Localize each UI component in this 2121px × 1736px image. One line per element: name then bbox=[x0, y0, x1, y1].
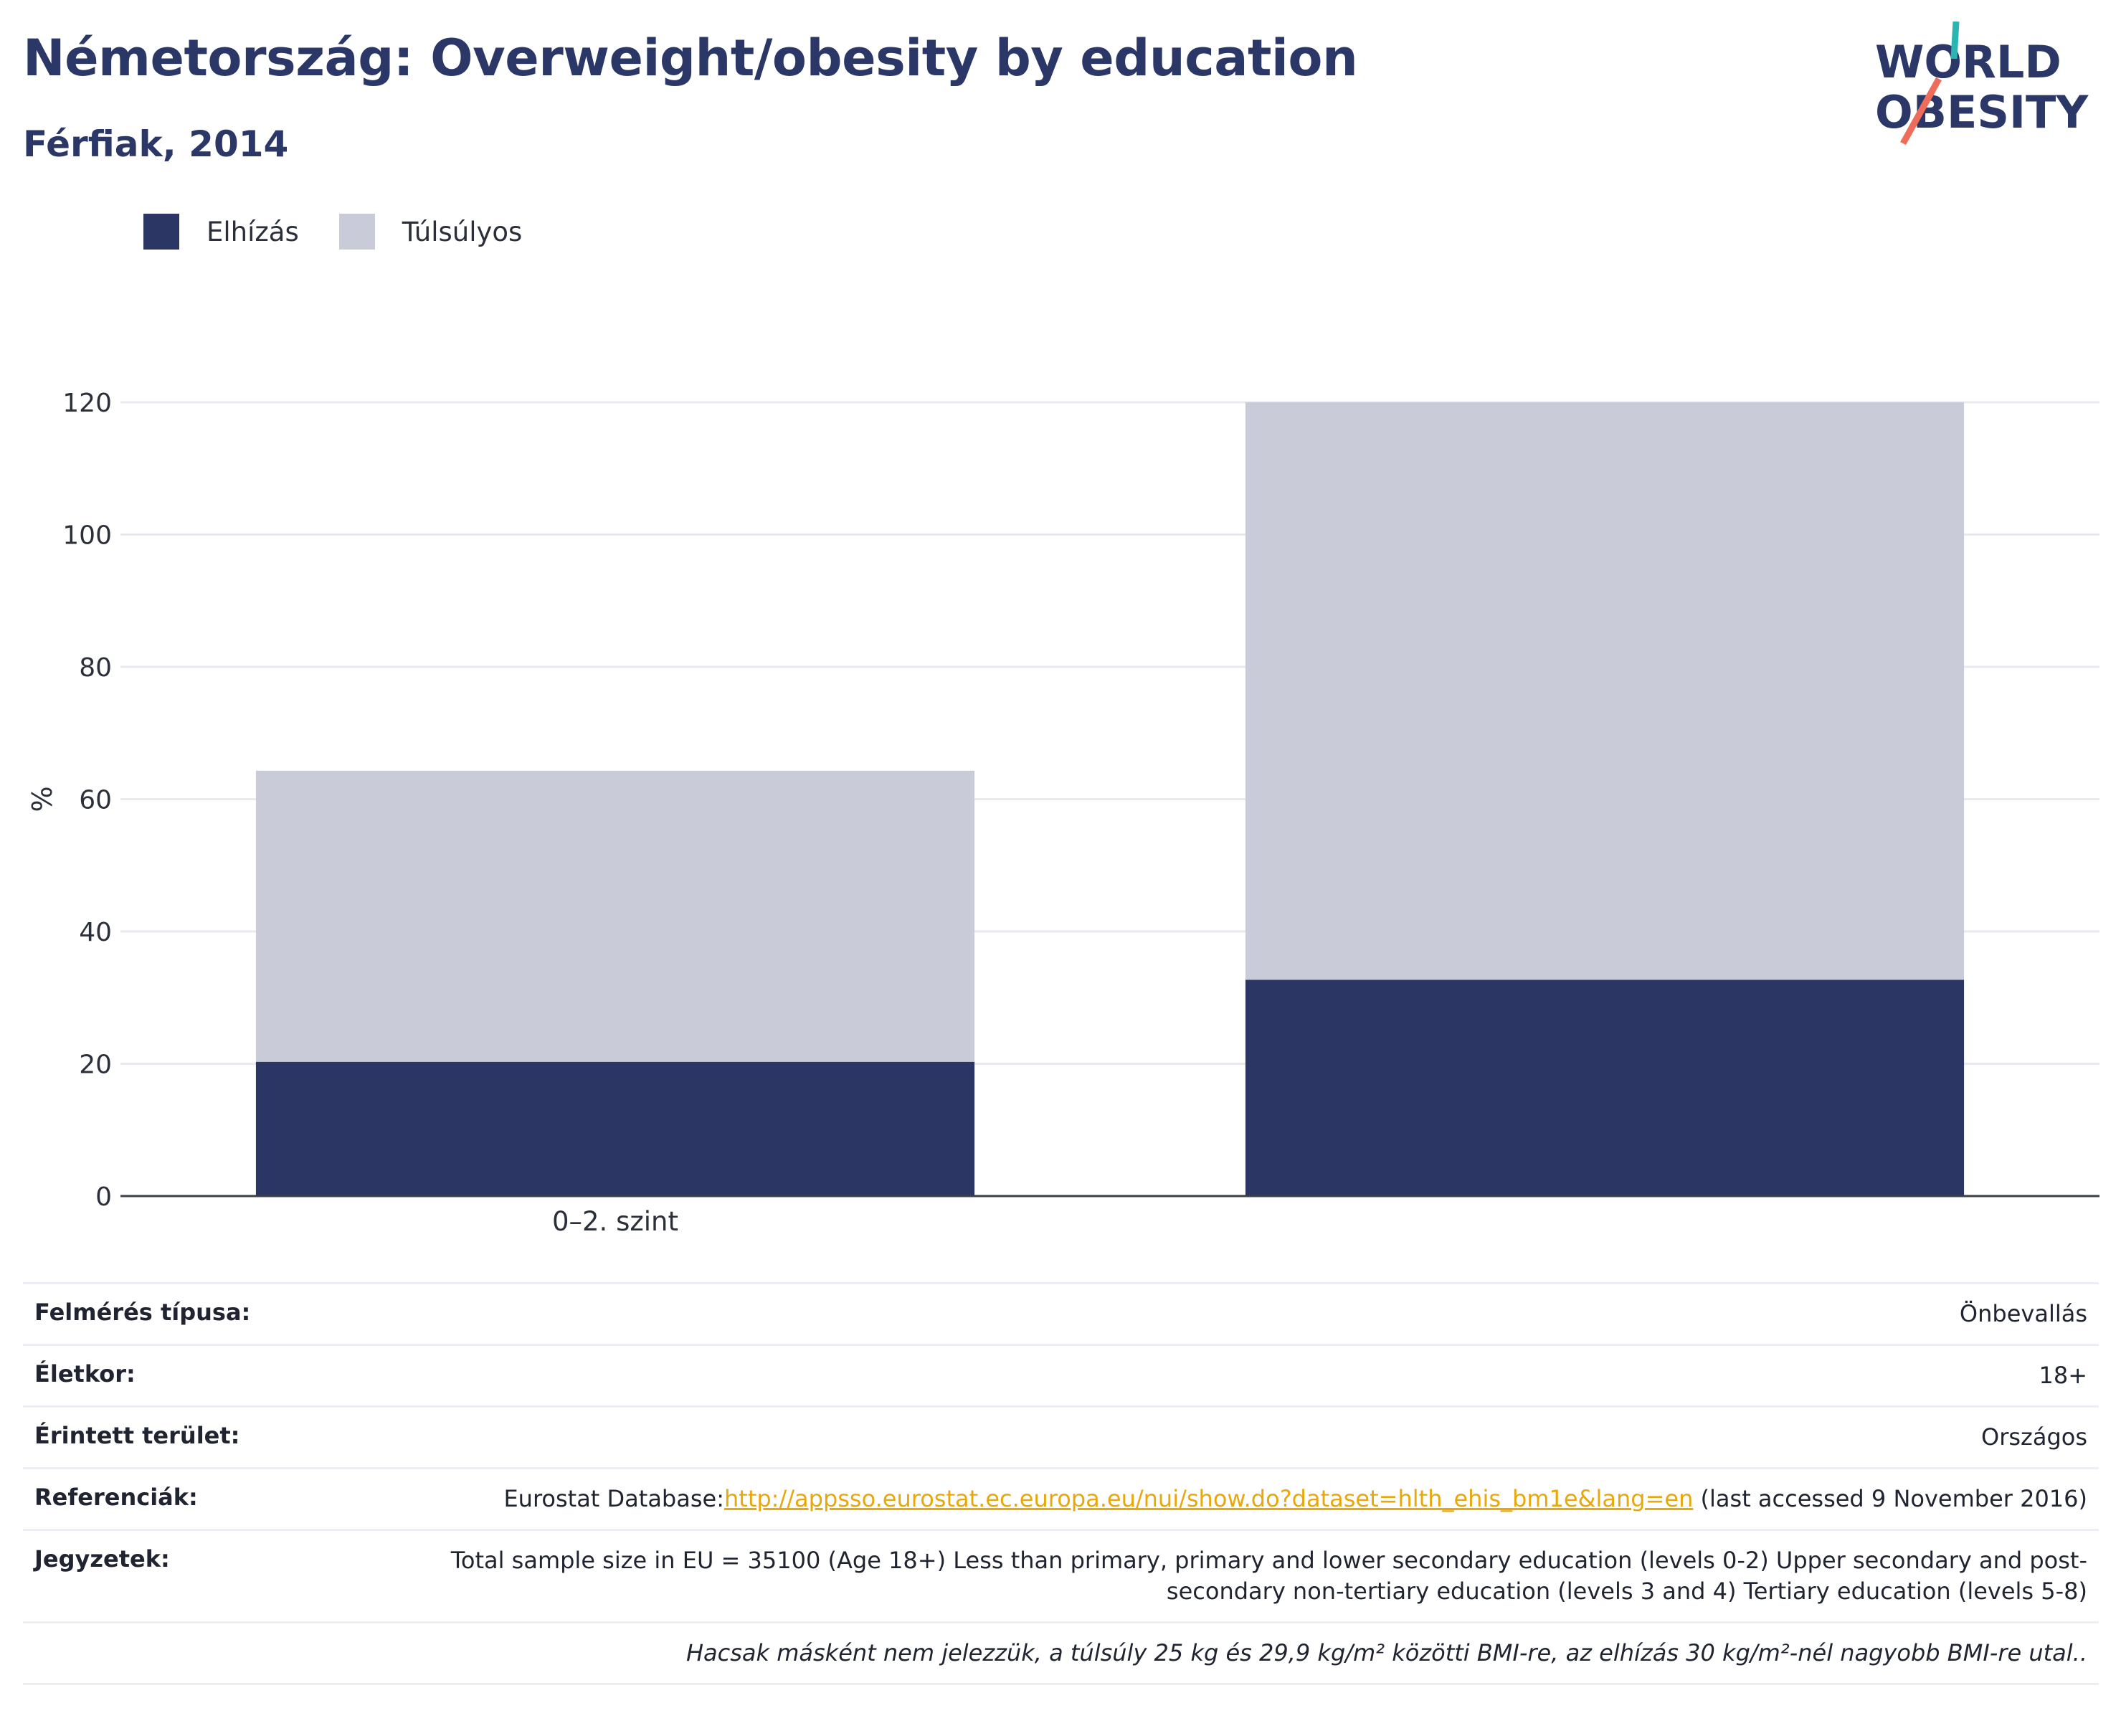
y-axis-label: % bbox=[27, 786, 58, 812]
legend-label-elhizas: Elhízás bbox=[207, 216, 299, 247]
meta-row-notes: Jegyzetek: Total sample size in EU = 351… bbox=[23, 1530, 2099, 1623]
logo-slash-teal bbox=[1950, 21, 1960, 60]
y-tick-label-100: 100 bbox=[62, 521, 112, 551]
legend-swatch-tulsulyos bbox=[338, 214, 375, 250]
legend: Elhízás Túlsúlyos bbox=[143, 214, 562, 250]
y-tick-label-60: 60 bbox=[79, 786, 112, 815]
y-tick-label-120: 120 bbox=[62, 389, 112, 418]
y-tick-label-80: 80 bbox=[79, 653, 112, 683]
y-tick-label-40: 40 bbox=[79, 918, 112, 947]
meta-row-survey: Felmérés típusa: Önbevallás bbox=[23, 1283, 2099, 1345]
notes-label: Jegyzetek: bbox=[34, 1545, 170, 1573]
references-label: Referenciák: bbox=[34, 1484, 198, 1511]
survey-type-label: Felmérés típusa: bbox=[34, 1299, 251, 1326]
footnote: Hacsak másként nem jelezzük, a túlsúly 2… bbox=[685, 1639, 2087, 1666]
age-label: Életkor: bbox=[34, 1360, 136, 1388]
footnote-spacer bbox=[23, 1623, 333, 1684]
bar-elhizas-1 bbox=[1245, 980, 1965, 1196]
chart-title: Németország: Overweight/obesity by educa… bbox=[23, 29, 1358, 87]
logo-line1: WORLD bbox=[1875, 36, 2061, 88]
bar-tulsulyos-1 bbox=[1245, 402, 1965, 980]
reference-prefix: Eurostat Database: bbox=[503, 1485, 724, 1512]
survey-type-value: Önbevallás bbox=[1959, 1300, 2087, 1327]
meta-row-area: Érintett terület: Országos bbox=[23, 1407, 2099, 1469]
y-tick-label-0: 0 bbox=[95, 1182, 112, 1212]
meta-row-footnote: Hacsak másként nem jelezzük, a túlsúly 2… bbox=[23, 1623, 2099, 1684]
bar-tulsulyos-0 bbox=[255, 770, 975, 1062]
logo-slash-coral bbox=[1900, 77, 1942, 146]
area-label: Érintett terület: bbox=[34, 1422, 240, 1449]
notes-value: Total sample size in EU = 35100 (Age 18+… bbox=[450, 1547, 2087, 1605]
references-value: Eurostat Database:http://appsso.eurostat… bbox=[333, 1469, 2099, 1530]
legend-label-tulsulyos: Túlsúlyos bbox=[402, 216, 523, 247]
legend-item-tulsulyos[interactable]: Túlsúlyos bbox=[338, 214, 523, 250]
bar-chart: 0 20 40 60 80 100 120% 0–2. szint bbox=[27, 389, 2099, 1237]
legend-swatch-elhizas bbox=[143, 214, 179, 250]
y-tick-label-20: 20 bbox=[79, 1050, 112, 1080]
meta-row-age: Életkor: 18+ bbox=[23, 1345, 2099, 1407]
chart-subtitle: Férfiak, 2014 bbox=[23, 123, 289, 165]
x-tick-label-0: 0–2. szint bbox=[552, 1206, 678, 1237]
meta-row-references: Referenciák: Eurostat Database:http://ap… bbox=[23, 1469, 2099, 1530]
bar-elhizas-0 bbox=[255, 1061, 975, 1196]
reference-link[interactable]: http://appsso.eurostat.ec.europa.eu/nui/… bbox=[723, 1485, 1694, 1512]
legend-item-elhizas[interactable]: Elhízás bbox=[143, 214, 299, 250]
area-value: Országos bbox=[1981, 1423, 2087, 1451]
reference-suffix: (last accessed 9 November 2016) bbox=[1693, 1485, 2087, 1512]
world-obesity-logo: WORLD OBESITY bbox=[1871, 21, 2108, 151]
age-value: 18+ bbox=[2039, 1362, 2087, 1389]
metadata-table: Felmérés típusa: Önbevallás Életkor: 18+… bbox=[23, 1282, 2099, 1685]
